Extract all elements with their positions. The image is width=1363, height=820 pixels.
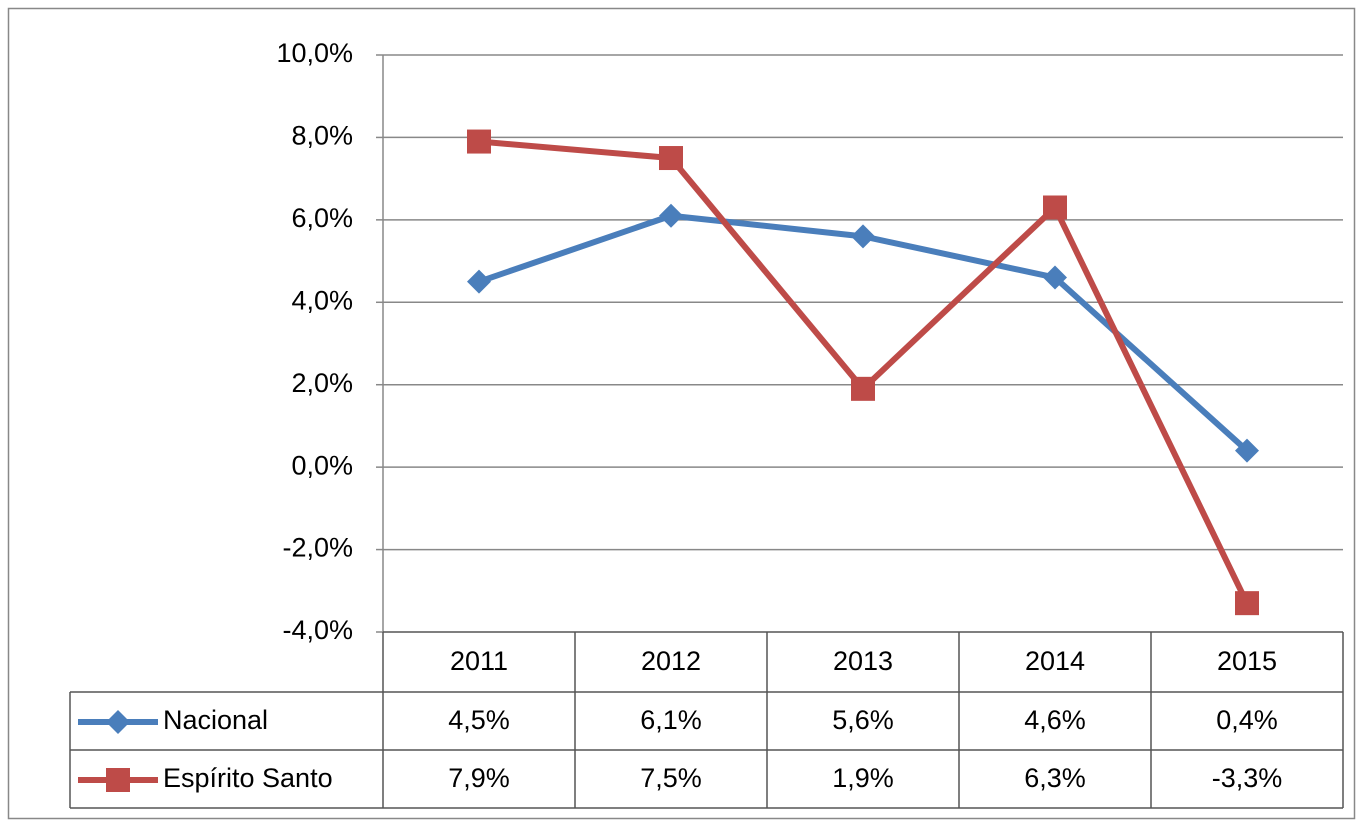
x-tick-label: 2011	[450, 646, 508, 676]
marker	[1043, 195, 1067, 220]
y-tick-label: 0,0%	[291, 450, 353, 480]
y-tick-label: 4,0%	[291, 285, 353, 315]
table-value: 4,6%	[1024, 705, 1086, 735]
x-tick-label: 2014	[1025, 646, 1085, 676]
legend-marker	[106, 768, 130, 792]
y-tick-label: -4,0%	[282, 615, 353, 645]
chart-border	[7, 7, 1356, 820]
legend-label: Nacional	[163, 705, 268, 735]
y-tick-label: 6,0%	[291, 203, 353, 233]
table-value: 6,1%	[640, 705, 702, 735]
x-tick-label: 2015	[1217, 646, 1277, 676]
table-value: 4,5%	[448, 705, 510, 735]
legend-label: Espírito Santo	[163, 763, 333, 793]
table-value: 7,5%	[640, 763, 702, 793]
marker	[1235, 591, 1259, 616]
table-value: 6,3%	[1024, 763, 1086, 793]
y-tick-label: -2,0%	[282, 533, 353, 563]
marker	[467, 269, 491, 294]
x-tick-label: 2012	[641, 646, 701, 676]
marker	[467, 129, 491, 154]
table-value: 1,9%	[832, 763, 894, 793]
table-value: -3,3%	[1212, 763, 1283, 793]
y-tick-label: 2,0%	[291, 368, 353, 398]
table-value: 0,4%	[1216, 705, 1278, 735]
marker	[851, 224, 875, 249]
y-tick-label: 8,0%	[291, 121, 353, 151]
y-tick-label: 10,0%	[276, 38, 353, 68]
marker	[1235, 438, 1259, 463]
marker	[659, 146, 683, 171]
table-value: 7,9%	[448, 763, 510, 793]
marker	[1043, 265, 1067, 290]
marker	[851, 376, 875, 401]
marker	[659, 203, 683, 228]
x-tick-label: 2013	[833, 646, 893, 676]
legend-marker	[106, 710, 130, 734]
table-value: 5,6%	[832, 705, 894, 735]
